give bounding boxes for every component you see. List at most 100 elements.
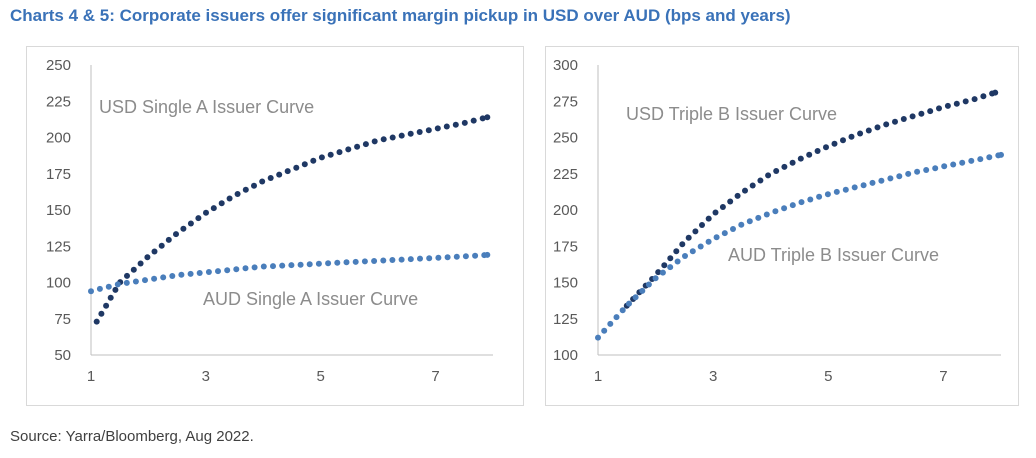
aud-curve-dot [123,279,130,286]
aud-curve-dot [178,271,185,278]
usd-curve-annotation: USD Triple B Issuer Curve [626,104,837,124]
chart-title: Charts 4 & 5: Corporate issuers offer si… [10,6,791,25]
usd-curve-dot [380,136,387,143]
usd-curve-dot [310,157,317,164]
aud-curve-dot [462,253,469,260]
aud-curve-dot [619,307,626,314]
aud-curve-dot [453,253,460,260]
aud-curve-dot [160,274,167,281]
aud-curve-dot [426,255,433,262]
usd-curve-dot [130,266,137,273]
aud-curve-dot [484,251,491,258]
aud-curve-dot [674,258,681,265]
single-a-chart: 50 75 100 125 150 175 200 225 250 1 3 5 7 USD Single … [46,57,493,385]
aud-curve-dot [968,157,975,164]
usd-curve-dot [434,125,441,132]
x-tick-label: 3 [202,368,210,385]
usd-curve-dot [840,137,846,144]
x-tick-label: 1 [87,368,95,385]
x-tick-label: 1 [594,368,602,385]
y-tick-label: 275 [553,93,578,110]
aud-curve-dot [196,270,203,276]
usd-curve-dot [857,130,864,137]
usd-curve-dot [742,187,748,194]
usd-curve-dot [727,198,734,205]
aud-curve-dot [398,256,405,263]
aud-curve-dot [96,285,103,292]
aud-curve-dot [896,173,903,180]
aud-curve-dot [607,320,614,327]
aud-curve-dot [361,258,368,265]
usd-curve-dot [461,119,468,126]
usd-curve-dot [661,262,668,269]
aud-curve-dot [151,275,158,282]
aud-curve-dot [417,255,423,262]
usd-curve-dot [301,161,308,168]
usd-curve-dot [673,248,680,255]
aud-curve-dot [260,263,267,270]
aud-curve-dot [142,277,148,284]
usd-curve-dot [443,123,450,130]
aud-curve-dot [833,188,840,195]
aud-curve-dot [869,179,876,186]
aud-curve-dot [389,257,396,263]
aud-curve-dot [352,258,359,265]
aud-curve-dot [626,300,632,307]
aud-curve-dot [444,254,451,261]
chart-panel-triple-b: 100 125 150 175 200 225 250 275 300 1 3 5 7 USD Tripl… [545,46,1019,406]
usd-curve-dot [210,205,217,212]
aud-curve-dot [279,262,286,269]
aud-curve-dot [824,191,831,198]
usd-curve-dot [251,182,257,189]
usd-curve-dot [151,248,158,255]
aud-curve-dot [205,269,212,275]
aud-curve-dot [297,261,304,268]
usd-curve-dot [327,151,334,158]
y-tick-label: 225 [46,93,71,110]
usd-curve-dot [848,133,855,140]
aud-curve-dot [905,170,912,177]
aud-curve-dot [807,196,814,203]
usd-curve-dot [971,96,978,103]
usd-curve-dot [699,222,705,228]
usd-series-1 [623,89,999,309]
aud-curve-dot [798,199,805,206]
usd-curve-annotation: USD Single A Issuer Curve [99,97,314,117]
usd-curve-dot [719,204,726,210]
usd-curve-dot [112,286,119,293]
aud-curve-dot [860,182,867,189]
aud-curve-dot [730,226,736,232]
aud-curve-dot [224,267,231,274]
usd-curve-dot [692,228,699,235]
aud-curve-dot [887,175,894,182]
chart-panel-single-a: 50 75 100 125 150 175 200 225 250 1 3 5 7 USD Single … [26,46,524,406]
aud-curve-dot [343,259,350,266]
aud-curve-dot [315,260,322,267]
usd-curve-dot [234,191,241,197]
aud-curve-dot [371,258,378,264]
aud-curve-dot [842,186,849,193]
aud-curve-dot [851,184,858,191]
usd-curve-dot [484,114,491,121]
aud-curve-dot [407,256,414,263]
usd-curve-dot [980,93,987,100]
usd-curve-dot [927,108,934,115]
y-tick-label: 200 [46,130,71,147]
usd-curve-dot [900,116,907,122]
usd-curve-dot [354,143,361,150]
usd-curve-dot [892,118,898,125]
aud-curve-dot [986,154,993,161]
usd-curve-dot [679,241,686,248]
usd-curve-dot [398,132,405,139]
usd-curve-dot [655,269,662,276]
usd-curve-dot [470,117,477,124]
usd-curve-dot [284,168,291,175]
usd-curve-dot [452,121,459,128]
usd-curve-dot [345,146,352,153]
usd-curve-dot [144,254,151,261]
aud-curve-dot [781,205,788,212]
y-tick-label: 250 [553,130,578,147]
aud-curve-dot [233,266,240,273]
usd-curve-dot [318,154,325,161]
aud-curve-dot [601,327,608,334]
